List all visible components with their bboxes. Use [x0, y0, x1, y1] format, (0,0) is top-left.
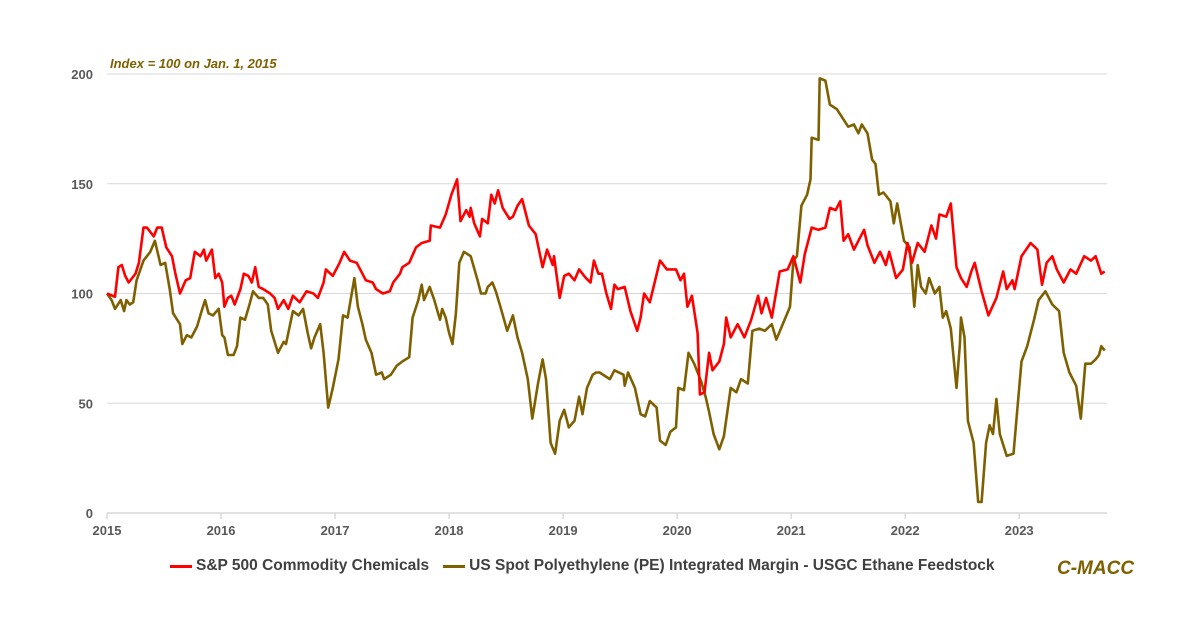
x-tick-label: 2019	[549, 523, 578, 538]
x-tick-label: 2015	[93, 523, 122, 538]
x-tick-label: 2021	[777, 523, 806, 538]
x-axis-labels: 2015 2016 2017 2018 2019 2020 2021 2022 2023	[93, 523, 1034, 538]
legend-swatch-red	[170, 564, 192, 568]
legend-label: US Spot Polyethylene (PE) Integrated Mar…	[469, 557, 995, 574]
x-tick-label: 2018	[435, 523, 464, 538]
y-tick-label: 50	[79, 396, 93, 411]
x-tick-label: 2017	[321, 523, 350, 538]
legend-item-pe-margin: US Spot Polyethylene (PE) Integrated Mar…	[443, 557, 995, 575]
legend-item-sp500: S&P 500 Commodity Chemicals	[170, 557, 429, 575]
gridlines	[107, 73, 1107, 404]
series-lines	[105, 77, 1106, 504]
y-tick-label: 200	[71, 67, 93, 82]
series-line-sp500-commodity-chemicals	[106, 178, 1106, 396]
y-axis-labels: 0 50 100 150 200	[71, 67, 93, 521]
x-tick-label: 2020	[663, 523, 692, 538]
legend-label: S&P 500 Commodity Chemicals	[196, 557, 430, 574]
legend: S&P 500 Commodity Chemicals US Spot Poly…	[170, 557, 1009, 575]
series-line-pe-integrated-margin	[105, 77, 1106, 504]
legend-swatch-brown	[443, 564, 466, 568]
y-tick-label: 0	[86, 506, 93, 521]
x-tick-label: 2022	[891, 523, 920, 538]
y-tick-label: 150	[71, 177, 93, 192]
brand-logo-text: C-MACC	[1057, 558, 1135, 579]
x-axis	[106, 512, 1107, 519]
chart-subtitle: Index = 100 on Jan. 1, 2015	[110, 56, 277, 71]
y-tick-label: 100	[71, 287, 93, 302]
x-tick-label: 2023	[1005, 523, 1034, 538]
x-tick-label: 2016	[207, 523, 236, 538]
